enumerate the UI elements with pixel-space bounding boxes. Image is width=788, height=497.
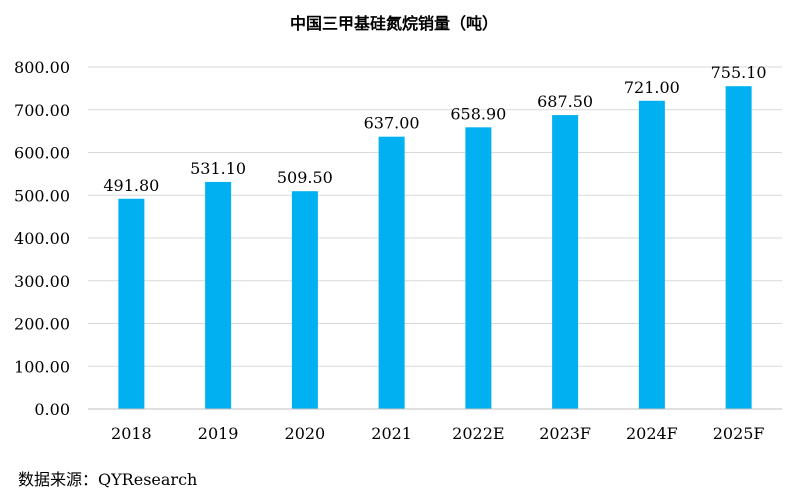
bar [552, 115, 579, 409]
x-tick-label: 2020 [285, 424, 326, 443]
y-tick-label: 800.00 [14, 58, 70, 77]
data-label: 755.10 [711, 63, 767, 82]
bar [291, 191, 318, 409]
x-tick-label: 2022E [452, 424, 504, 443]
y-axis-tick-labels: 0.00 100.00 200.00 300.00 400.00 500.00 600.00… [14, 58, 70, 419]
data-labels: 491.80 531.10 509.50 637.00 658.90 687.50 721.… [103, 63, 766, 195]
y-tick-label: 700.00 [14, 101, 70, 120]
bar [638, 100, 665, 410]
data-label: 658.90 [450, 104, 506, 123]
x-tick-label: 2023F [539, 424, 591, 443]
data-label: 687.50 [537, 92, 593, 111]
y-tick-label: 500.00 [14, 186, 70, 205]
chart-title: 中国三甲基硅氮烷销量（吨） [289, 14, 498, 33]
data-label: 721.00 [624, 78, 680, 97]
bar [205, 181, 232, 409]
x-tick-label: 2021 [371, 424, 412, 443]
y-tick-label: 400.00 [14, 229, 70, 248]
y-tick-label: 100.00 [14, 357, 70, 376]
y-tick-label: 200.00 [14, 315, 70, 334]
x-tick-label: 2019 [198, 424, 239, 443]
data-label: 637.00 [364, 114, 420, 133]
x-tick-label: 2024F [626, 424, 678, 443]
data-label: 491.80 [103, 176, 159, 195]
data-label: 531.10 [190, 159, 246, 178]
y-tick-label: 300.00 [14, 272, 70, 291]
gridlines [88, 66, 782, 367]
y-tick-label: 0.00 [34, 400, 70, 419]
bars [118, 86, 752, 410]
x-axis-tick-labels: 2018 2019 2020 2021 2022E 2023F 2024F 2025F [111, 424, 765, 443]
bar [118, 198, 145, 409]
data-label: 509.50 [277, 168, 333, 187]
bar [465, 127, 492, 409]
x-tick-label: 2018 [111, 424, 152, 443]
bar [378, 136, 405, 409]
y-tick-label: 600.00 [14, 144, 70, 163]
x-tick-label: 2025F [713, 424, 765, 443]
bar [725, 86, 752, 409]
source-note: 数据来源：QYResearch [18, 470, 198, 489]
